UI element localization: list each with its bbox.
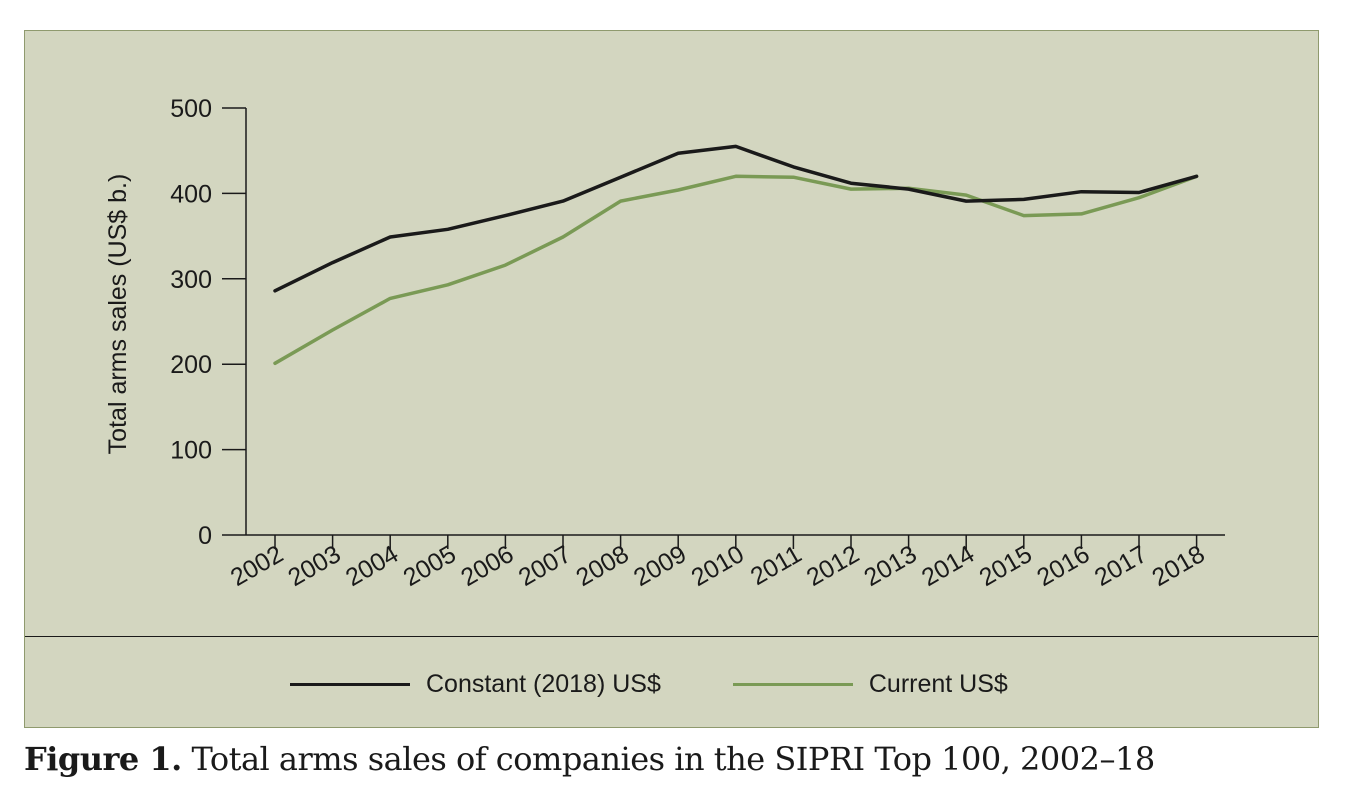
x-tick-label: 2006 [456,540,518,592]
series-line-current [273,174,1199,366]
x-tick-label: 2018 [1147,540,1209,592]
chart-axes [245,108,1225,536]
series-lines [273,144,1199,366]
figure-caption: Figure 1. Total arms sales of companies … [24,740,1155,778]
legend: Constant (2018) US$ Current US$ [290,662,1080,706]
x-tick-label: 2010 [687,540,749,592]
y-axis-label: Total arms sales (US$ b.) [104,174,132,455]
legend-item-constant: Constant (2018) US$ [290,670,661,699]
legend-swatch-current [732,682,853,686]
x-tick-label: 2004 [341,540,403,592]
x-tick-label: 2003 [283,540,345,592]
caption-label: Figure 1. [24,740,182,778]
legend-item-current: Current US$ [732,669,1008,699]
caption-text: Total arms sales of companies in the SIP… [181,740,1155,778]
x-tick-label: 2007 [514,540,576,592]
legend-divider [25,636,1318,637]
x-tick-label: 2002 [226,540,288,592]
figure-panel [24,30,1319,728]
y-tick-label: 500 [170,95,212,123]
y-tick-label: 100 [170,437,212,465]
x-tick-label: 2008 [571,540,633,592]
x-ticks: 2002200320042005200620072008200920102011… [226,535,1210,592]
x-tick-label: 2005 [399,540,461,592]
x-tick-label: 2014 [917,540,979,592]
x-tick-label: 2017 [1090,540,1152,592]
y-tick-label: 200 [170,351,212,379]
x-tick-label: 2015 [975,540,1037,592]
x-tick-label: 2016 [1032,540,1094,592]
y-tick-label: 400 [170,180,212,208]
x-tick-label: 2013 [859,540,921,592]
legend-swatch-constant [290,682,410,686]
series-line-constant [273,144,1199,293]
legend-label-current: Current US$ [868,669,1008,698]
x-tick-label: 2011 [746,540,807,591]
y-tick-label: 0 [198,522,212,550]
x-tick-label: 2012 [802,540,864,592]
x-tick-label: 2009 [629,540,691,592]
legend-label-constant: Constant (2018) US$ [426,669,661,698]
y-ticks: 0 100 200 300 400 500 [170,95,246,550]
y-tick-label: 300 [170,266,212,294]
